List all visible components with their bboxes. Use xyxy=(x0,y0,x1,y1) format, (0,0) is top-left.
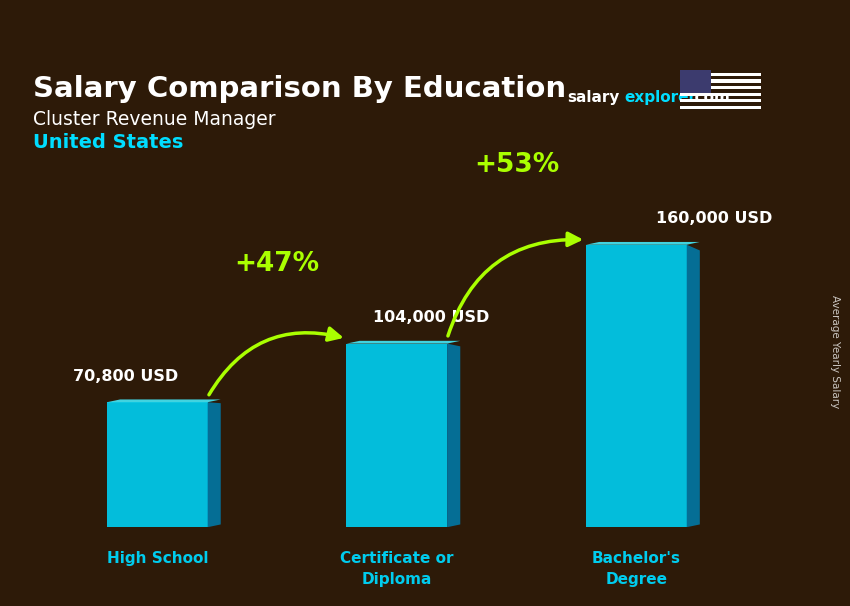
Bar xyxy=(680,79,761,83)
Text: salary: salary xyxy=(567,90,620,104)
Text: Certificate or
Diploma: Certificate or Diploma xyxy=(340,551,454,587)
Bar xyxy=(680,70,711,93)
Text: Salary Comparison By Education: Salary Comparison By Education xyxy=(33,75,567,102)
Bar xyxy=(680,73,761,76)
Text: United States: United States xyxy=(33,133,184,152)
Text: 160,000 USD: 160,000 USD xyxy=(655,211,772,226)
Bar xyxy=(586,245,687,527)
Text: .com: .com xyxy=(689,90,730,104)
Polygon shape xyxy=(347,341,460,344)
Text: 104,000 USD: 104,000 USD xyxy=(373,310,490,325)
Bar xyxy=(680,86,761,89)
Polygon shape xyxy=(447,344,460,527)
Polygon shape xyxy=(687,245,700,527)
Text: +53%: +53% xyxy=(474,152,559,178)
Bar xyxy=(680,93,761,96)
Text: explorer: explorer xyxy=(624,90,696,104)
Bar xyxy=(680,105,761,109)
Bar xyxy=(347,344,447,527)
Polygon shape xyxy=(586,242,700,245)
Text: +47%: +47% xyxy=(235,250,320,276)
Text: Bachelor's
Degree: Bachelor's Degree xyxy=(592,551,681,587)
Polygon shape xyxy=(207,402,221,527)
Text: 70,800 USD: 70,800 USD xyxy=(73,369,178,384)
Bar xyxy=(680,99,761,102)
Text: Average Yearly Salary: Average Yearly Salary xyxy=(830,295,840,408)
Polygon shape xyxy=(107,399,221,402)
Text: High School: High School xyxy=(106,551,208,566)
Text: Cluster Revenue Manager: Cluster Revenue Manager xyxy=(33,110,276,129)
Bar xyxy=(107,402,207,527)
